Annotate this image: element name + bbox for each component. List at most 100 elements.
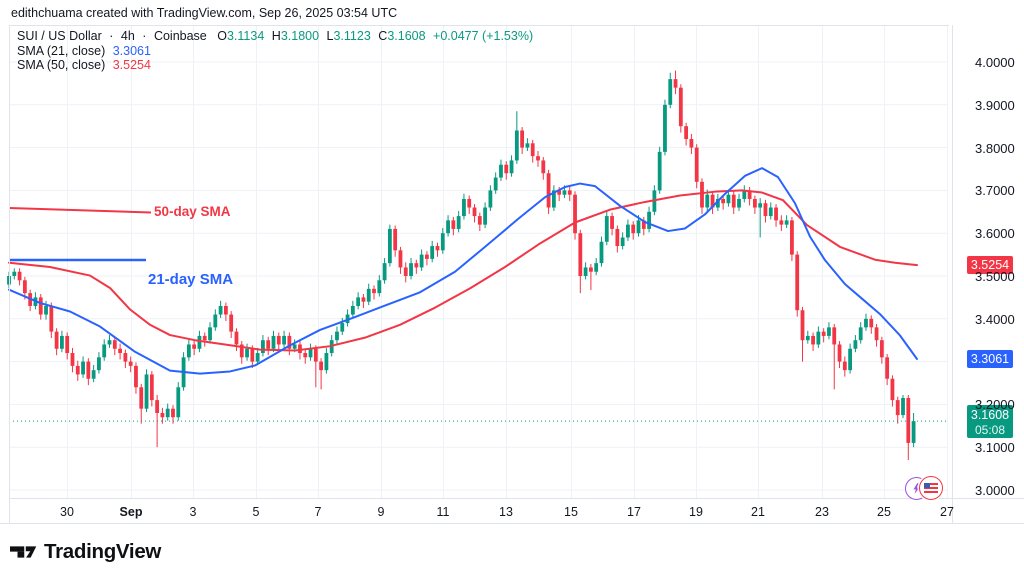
candle-body [218, 305, 223, 315]
candle-body [604, 216, 609, 242]
candle-body [118, 348, 122, 354]
tradingview-logo-text: TradingView [44, 540, 162, 563]
time-axis-separator[interactable] [9, 498, 1024, 499]
candle-body [647, 211, 651, 229]
candle-body [784, 220, 789, 225]
time-axis-label: 13 [499, 505, 513, 519]
candle-body [557, 190, 562, 195]
time-axis-label: 3 [189, 505, 197, 519]
candle-body [7, 276, 11, 285]
candle-body [419, 254, 424, 268]
price-axis-separator[interactable] [952, 25, 953, 523]
legend-separator: · [142, 29, 147, 43]
candle-body [657, 151, 662, 191]
candle-body [800, 310, 805, 341]
candle-body [234, 331, 239, 345]
legend: SUI / US Dollar · 4h · Coinbase O3.1134 … [17, 29, 533, 73]
candle-body [112, 340, 117, 349]
price-axis-label: 4.0000 [975, 55, 1015, 70]
candle-body [340, 323, 345, 332]
candle-body [250, 348, 255, 362]
candle-body [403, 267, 408, 276]
symbol-interval: 4h [120, 29, 135, 43]
candle-body [895, 400, 900, 416]
last-price-value: 3.1608 [970, 408, 1010, 423]
candle-body [446, 220, 450, 234]
legend-symbol-row[interactable]: SUI / US Dollar · 4h · Coinbase O3.1134 … [17, 29, 533, 44]
candle-body [514, 130, 519, 161]
candle-body [790, 220, 794, 255]
candle-body [186, 344, 191, 358]
open-label: O [217, 29, 227, 43]
candle-body [752, 198, 757, 208]
candle-body [366, 288, 371, 302]
tradingview-logo[interactable]: TradingView [10, 540, 161, 564]
candle-body [414, 263, 419, 268]
candle-body [673, 79, 678, 88]
candle-body [356, 297, 361, 306]
candle-body [705, 194, 710, 208]
candle-body [874, 327, 879, 341]
legend-sma21-row[interactable]: SMA (21, close) 3.3061 [17, 44, 533, 59]
candle-body [589, 267, 593, 272]
us-flag-event-icon[interactable] [919, 476, 943, 500]
candle-body [456, 216, 461, 229]
candle-body [292, 344, 297, 349]
candle-body [477, 216, 482, 225]
price-axis-label: 3.0000 [975, 483, 1015, 498]
legend-sma50-row[interactable]: SMA (50, close) 3.5254 [17, 58, 533, 73]
candle-body [308, 348, 313, 358]
candle-body [213, 314, 218, 328]
candle-body [266, 340, 271, 349]
candle-body [551, 190, 556, 208]
time-axis-label: 7 [314, 505, 322, 519]
candle-body [165, 408, 170, 418]
sma21-line[interactable] [8, 167, 918, 375]
candle-body [17, 271, 22, 281]
time-axis-label: 5 [252, 505, 260, 519]
candle-body [747, 190, 752, 199]
candle-body [805, 335, 810, 341]
candle-body [599, 241, 604, 264]
candle-body [276, 335, 281, 345]
sma21-label: SMA (21, close) [17, 43, 106, 58]
candle-body [911, 421, 916, 443]
candle-body [499, 164, 503, 178]
candle-body [615, 228, 620, 247]
sma50-annotation-line[interactable] [8, 207, 152, 214]
time-axis-label: 17 [627, 505, 641, 519]
price-axis-label: 3.2000 [975, 397, 1015, 413]
sma50-line[interactable] [8, 189, 918, 352]
price-axis-label: 3.4000 [975, 311, 1015, 327]
price-axis[interactable]: 3.5254 3.3061 3.1608 05:08 4.0000 3.9000 3… [953, 25, 1024, 523]
sma21-annotation-label[interactable]: 21-day SMA [148, 271, 234, 288]
attribution-text: edithchuama created with TradingView.com… [11, 6, 398, 20]
time-axis-label: 30 [60, 505, 74, 519]
candle-body [530, 143, 535, 157]
candle-body [54, 331, 59, 349]
time-axis-label: 27 [940, 505, 954, 519]
candle-body [239, 344, 244, 358]
candle-body [139, 387, 144, 409]
candle-body [425, 254, 429, 259]
sma50-annotation-label[interactable]: 50-day SMA [154, 204, 231, 219]
candle-body [848, 348, 853, 371]
close-value: 3.1608 [387, 29, 426, 43]
pane-border-top [9, 25, 949, 26]
time-axis[interactable]: 30 Sep 3 5 7 9 11 13 15 17 19 21 23 25 27 [0, 505, 1024, 523]
sma50-label: SMA (50, close) [17, 58, 106, 73]
candle-body [715, 198, 720, 208]
candle-body [81, 361, 85, 375]
candle-body [901, 397, 905, 416]
candle-body [885, 357, 890, 379]
candle-body [123, 353, 128, 362]
candle-body [842, 361, 847, 371]
sma50-value: 3.5254 [112, 58, 151, 73]
candle-body [594, 263, 599, 272]
candle-body [636, 220, 641, 234]
candle-body [86, 361, 91, 379]
candle-body [65, 335, 70, 354]
candle-body [350, 305, 355, 315]
candle-body [488, 190, 493, 208]
